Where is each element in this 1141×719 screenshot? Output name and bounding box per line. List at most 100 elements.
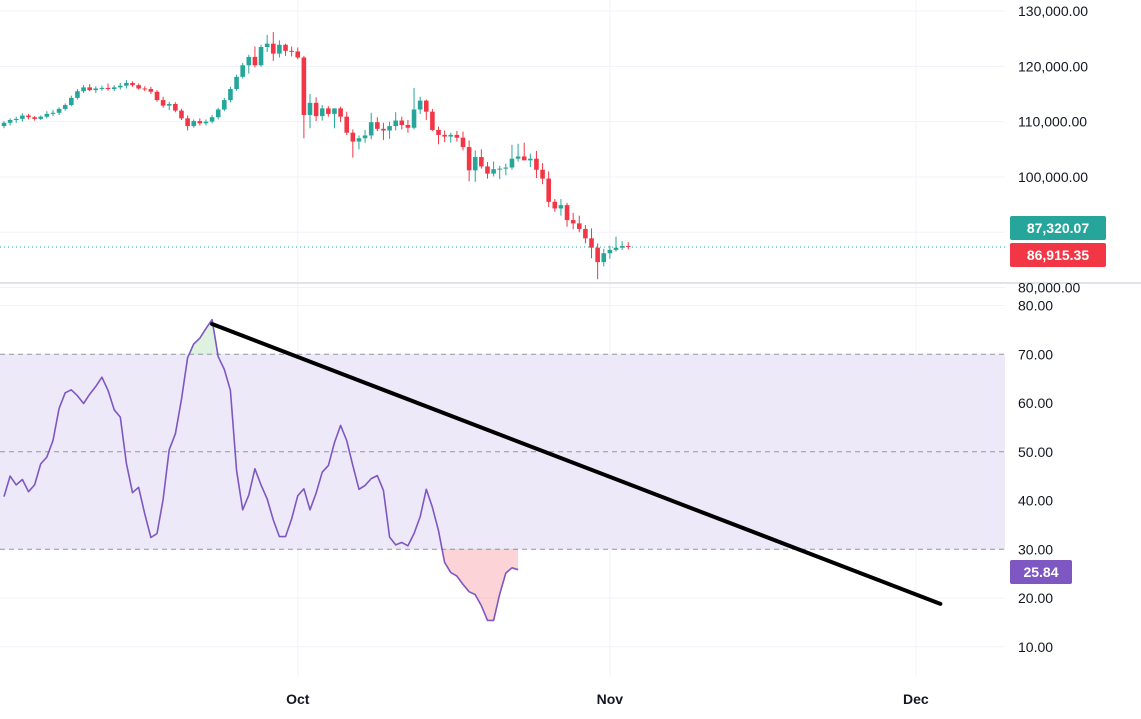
candle-body xyxy=(448,134,454,137)
candle-body xyxy=(295,51,301,58)
rsi-overbought-fill xyxy=(189,319,218,355)
candle-body xyxy=(32,117,37,119)
rsi-tick-label: 40.00 xyxy=(1018,493,1053,509)
candle-body xyxy=(191,121,197,127)
candle-body xyxy=(589,238,594,248)
time-tick-label: Oct xyxy=(286,691,310,707)
candle-body xyxy=(264,43,270,47)
candle-body xyxy=(179,110,184,119)
candle-body xyxy=(583,228,588,239)
time-tick-label: Dec xyxy=(903,691,929,707)
candle-body xyxy=(613,247,619,250)
candle-body xyxy=(209,117,215,122)
candle-body xyxy=(136,85,141,89)
candle-body xyxy=(26,115,31,118)
candle-body xyxy=(460,137,466,148)
candle-body xyxy=(105,87,111,90)
candle-body xyxy=(234,76,239,90)
candle-body xyxy=(466,147,472,171)
rsi-band xyxy=(0,354,1005,550)
candle-body xyxy=(375,122,380,129)
candle-body xyxy=(1,122,7,127)
candle-body xyxy=(228,89,233,101)
candle-body xyxy=(124,82,129,86)
candle-body xyxy=(20,115,25,119)
last-price-label: 87,320.07 xyxy=(1027,220,1089,236)
candle-body xyxy=(160,100,166,106)
candle-body xyxy=(154,91,160,101)
time-axis[interactable]: Oct Nov Dec xyxy=(286,691,929,707)
candle-body xyxy=(289,50,294,52)
candle-body xyxy=(307,102,313,116)
candle-body xyxy=(362,135,368,139)
rsi-axis[interactable]: 80.00 70.00 60.00 50.00 40.00 30.00 20.00 10.00 xyxy=(1018,298,1053,655)
candle-body xyxy=(411,109,417,128)
price-tick-label: 80,000.00 xyxy=(1018,280,1080,296)
candle-body xyxy=(558,205,564,209)
candle-body xyxy=(56,108,62,113)
price-tick-label: 110,000.00 xyxy=(1018,114,1087,130)
candle-body xyxy=(528,158,533,161)
rsi-value-badge: 25.84 xyxy=(1010,560,1072,584)
rsi-tick-label: 10.00 xyxy=(1018,639,1053,655)
price-grid xyxy=(0,10,1005,289)
candle-body xyxy=(607,249,613,254)
candle-body xyxy=(552,201,558,209)
rsi-line xyxy=(3,318,519,622)
rsi-tick-label: 30.00 xyxy=(1018,541,1053,557)
trendline[interactable] xyxy=(210,322,943,606)
candle-body xyxy=(93,88,99,91)
candle-body xyxy=(7,119,13,123)
candle-body xyxy=(430,111,435,130)
candle-body xyxy=(203,121,209,124)
candle-body xyxy=(515,156,521,159)
candle-body xyxy=(222,100,227,110)
candle-body xyxy=(399,120,405,125)
candle-body xyxy=(576,223,582,229)
candle-body xyxy=(215,109,221,118)
candle-body xyxy=(44,113,50,117)
candle-body xyxy=(485,166,490,174)
candle-body xyxy=(356,138,362,142)
candle-body xyxy=(148,89,154,92)
rsi-oversold-fill xyxy=(442,549,519,621)
candle-body xyxy=(405,124,411,128)
candle-body xyxy=(332,108,337,114)
candle-body xyxy=(87,87,92,91)
rsi-levels xyxy=(0,353,1005,550)
candle-body xyxy=(368,122,374,136)
rsi-tick-label: 50.00 xyxy=(1018,444,1053,460)
candle-body xyxy=(81,87,86,92)
candle-body xyxy=(423,100,429,112)
rsi-value-label: 25.84 xyxy=(1023,564,1058,580)
candle-body xyxy=(38,116,44,119)
candle-body xyxy=(197,121,203,124)
candle-body xyxy=(497,168,503,170)
candle-body xyxy=(252,56,258,66)
candle-body xyxy=(595,247,600,263)
candle-body xyxy=(503,167,509,169)
candle-body xyxy=(270,43,276,54)
candle-body xyxy=(99,87,105,89)
candle-body xyxy=(601,253,607,263)
candle-body xyxy=(246,56,252,66)
candle-body xyxy=(258,47,264,66)
prev-close-badge: 86,915.35 xyxy=(1010,243,1106,267)
prev-close-badge-bg xyxy=(1010,243,1106,267)
candle-body xyxy=(546,178,551,202)
candle-body xyxy=(173,103,178,111)
candle-body xyxy=(344,116,350,133)
candle-body xyxy=(454,134,460,138)
candle-body xyxy=(472,157,478,171)
candle-body xyxy=(313,102,319,117)
candle-body xyxy=(350,132,356,142)
rsi-tick-label: 80.00 xyxy=(1018,298,1053,314)
candle-body xyxy=(130,82,135,86)
candle-body xyxy=(540,169,545,179)
prev-close-label: 86,915.35 xyxy=(1027,247,1089,263)
last-price-badge-bg xyxy=(1010,216,1106,240)
candle-body xyxy=(509,158,515,168)
candle-body xyxy=(142,88,148,90)
time-tick-label: Nov xyxy=(597,691,624,707)
